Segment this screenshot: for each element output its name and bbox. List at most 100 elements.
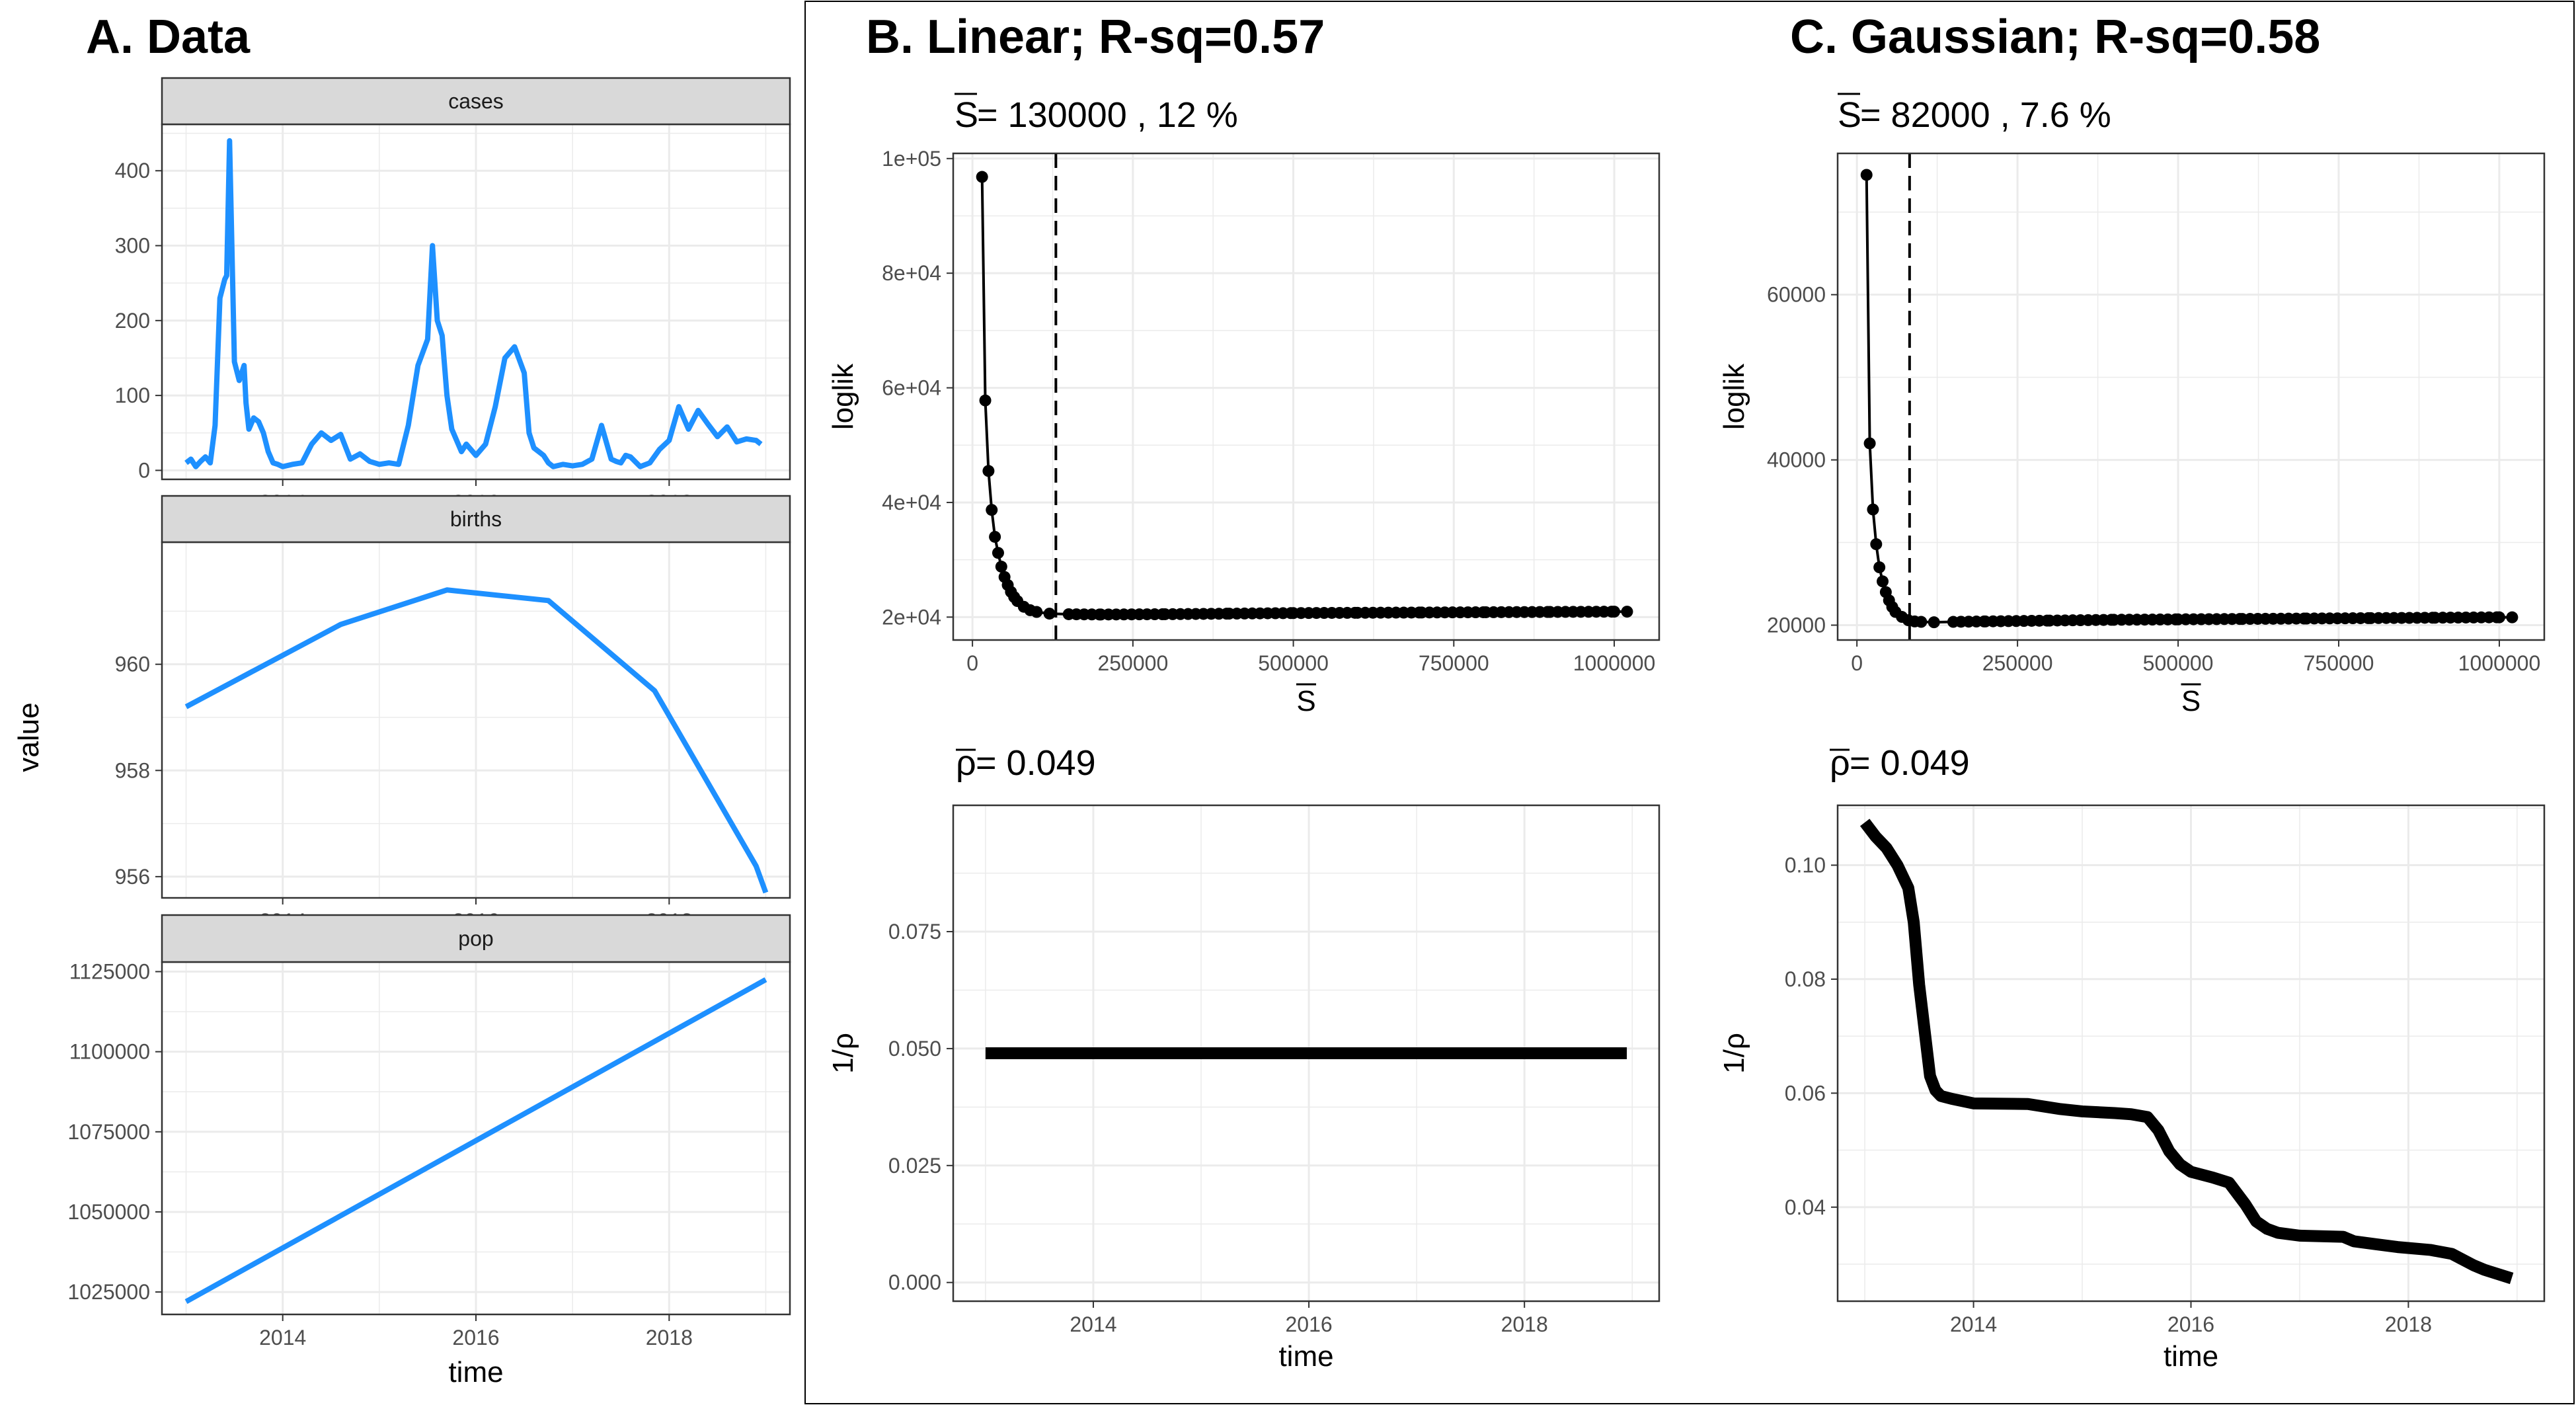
panel-b-title: B. Linear; R-sq=0.57 (866, 11, 1325, 63)
facet-strip-label: cases (448, 89, 504, 113)
series-line-C_bottom (1859, 819, 2514, 1285)
plot-area (976, 153, 1633, 640)
data-point (992, 547, 1004, 559)
sbar-symbol: S (1838, 95, 1861, 135)
plot-area (184, 138, 763, 469)
plot-frame (1836, 804, 2546, 1303)
x-tick-label: 500000 (1258, 651, 1329, 675)
facet-strip (161, 914, 791, 963)
y-tick-label: 0 (138, 458, 150, 482)
y-tick-label: 1075000 (67, 1120, 150, 1144)
data-point (1043, 608, 1056, 620)
data-point (1867, 503, 1879, 516)
y-tick-label: 960 (115, 653, 150, 676)
data-point (1031, 606, 1043, 618)
x-axis-label: S (2181, 685, 2201, 717)
data-point (2169, 613, 2182, 625)
series-line-cases (184, 138, 763, 469)
x-tick-label: 2018 (646, 1326, 693, 1349)
y-axis-label: 1/ρ (827, 1033, 859, 1074)
chart-B_top: 0 250000 500000 750000 1000000 2e+04 4e+04 6e+0… (827, 147, 1660, 717)
right-panel-border (804, 1, 2575, 1404)
data-point (1860, 169, 1873, 181)
y-axis-label: loglik (827, 363, 859, 430)
data-point (2362, 612, 2374, 624)
panel-b-sbar-subtitle: S = 130000 , 12 % (955, 93, 1238, 135)
sbar-value: = 82000 , 7.6 % (1860, 95, 2111, 135)
chart-births: 201420162018956958960births (115, 495, 791, 933)
y-tick-label: 6e+04 (882, 376, 941, 400)
y-tick-label: 2e+04 (882, 605, 941, 629)
data-point (1621, 606, 1633, 618)
y-tick-label: 958 (115, 758, 150, 782)
data-point (1870, 538, 1883, 551)
data-point (995, 561, 1007, 573)
facet-strip (161, 495, 791, 543)
data-point (1477, 606, 1489, 618)
rho-symbol: ρ (1830, 743, 1850, 783)
data-point (1877, 575, 1889, 588)
y-tick-label: 1125000 (69, 960, 150, 984)
data-point (2426, 612, 2439, 624)
chart-pop: 2014 2016 2018 1025000 1050000 1075000 1100000… (67, 914, 791, 1349)
data-point (2041, 614, 2053, 627)
plot-area (184, 977, 767, 1305)
data-point (989, 530, 1001, 543)
data-point (1093, 608, 1106, 621)
x-tick-label: 1000000 (2458, 651, 2541, 675)
x-tick-label: 2014 (259, 1326, 306, 1349)
plot-frame (952, 152, 1660, 641)
data-point (1978, 615, 1990, 627)
x-tick-label: 250000 (1097, 651, 1168, 675)
data-point (2105, 614, 2117, 626)
panel-c-title: C. Gaussian; R-sq=0.58 (1790, 11, 2320, 63)
x-tick-label: 750000 (1419, 651, 1489, 675)
rho-value: = 0.049 (1850, 743, 1970, 783)
panel-c-rho-subtitle: ρ = 0.049 (1830, 743, 1970, 783)
x-tick-label: 0 (966, 651, 978, 675)
data-point (976, 171, 988, 183)
x-tick-label: 0 (1851, 651, 1863, 675)
chart-cases: 2014201620180100200300400cases (115, 77, 791, 514)
y-tick-label: 1100000 (69, 1040, 150, 1064)
x-tick-label: 2018 (1501, 1312, 1548, 1336)
data-point (2491, 611, 2503, 623)
panel-a-title: A. Data (86, 11, 251, 63)
plot-frame (1836, 152, 2546, 641)
y-tick-label: 4e+04 (882, 491, 941, 514)
data-point (1863, 437, 1876, 450)
data-point (1348, 606, 1361, 619)
plot-area (1860, 153, 2518, 640)
data-point (1542, 606, 1554, 618)
data-point (2506, 611, 2518, 623)
y-tick-label: 0.10 (1785, 854, 1826, 877)
y-tick-label: 300 (115, 234, 150, 258)
panel-a-xlabel: time (448, 1356, 503, 1388)
data-point (1156, 608, 1169, 621)
plot-area (1859, 819, 2514, 1285)
data-point (982, 465, 995, 477)
y-tick-label: 8e+04 (882, 261, 941, 285)
data-point (1220, 608, 1233, 620)
facet-strip-label: births (450, 507, 502, 531)
plot-frame (952, 804, 1660, 1303)
y-tick-label: 40000 (1767, 448, 1826, 472)
y-tick-label: 1025000 (67, 1280, 150, 1304)
y-tick-label: 60000 (1767, 283, 1826, 307)
rho-symbol: ρ (956, 743, 976, 783)
panel-b-rho-subtitle: ρ = 0.049 (956, 743, 1096, 783)
chart-C_bottom: 2014 2016 2018 0.04 0.06 0.08 0.10 1/ρ time (1718, 804, 2546, 1373)
x-axis-label: S (1296, 685, 1315, 717)
x-axis-label: time (1278, 1340, 1333, 1373)
data-point (1928, 616, 1940, 629)
x-tick-label: 2014 (1070, 1312, 1116, 1336)
panel-a-ylabel: value (13, 702, 45, 772)
y-tick-label: 1050000 (67, 1200, 150, 1224)
facet-strip (161, 77, 791, 126)
y-axis-label: loglik (1718, 363, 1750, 430)
data-point (1284, 607, 1297, 620)
y-tick-label: 0.000 (888, 1271, 941, 1295)
x-tick-label: 2016 (1285, 1312, 1332, 1336)
y-tick-label: 0.050 (888, 1037, 941, 1061)
